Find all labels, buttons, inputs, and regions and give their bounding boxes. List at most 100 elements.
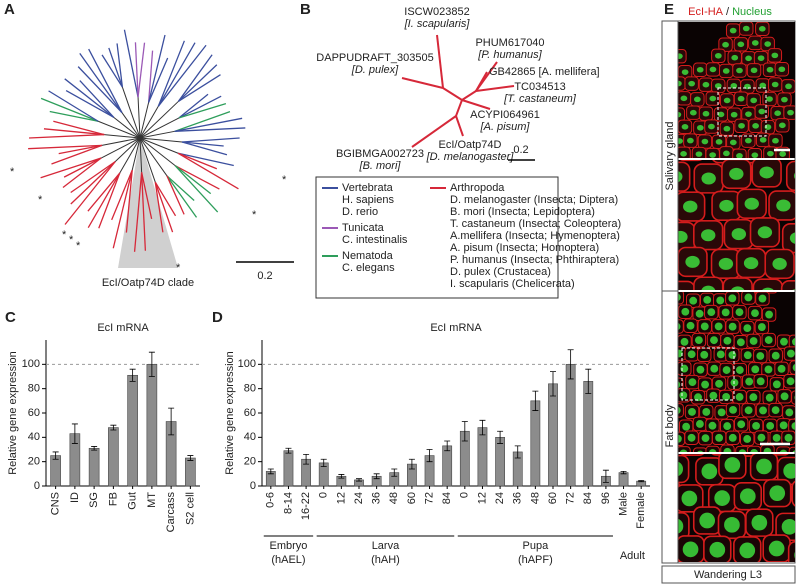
error-bar bbox=[303, 453, 310, 465]
nucleus bbox=[743, 435, 752, 443]
nucleus bbox=[766, 66, 774, 73]
nucleus bbox=[737, 95, 745, 102]
tree-leaf bbox=[88, 48, 123, 113]
tree-leaf bbox=[174, 165, 212, 195]
nucleus bbox=[678, 406, 681, 415]
error-bar bbox=[497, 430, 504, 444]
zoom-box bbox=[681, 347, 735, 401]
legend-species: C. intestinalis bbox=[342, 234, 408, 246]
nucleus bbox=[759, 406, 767, 415]
tree-branch bbox=[475, 71, 488, 92]
error-bar bbox=[602, 469, 609, 483]
tree-leaf bbox=[178, 95, 222, 119]
cell bbox=[678, 107, 686, 122]
nucleus bbox=[765, 393, 774, 402]
tree-branch bbox=[139, 117, 180, 139]
x-tick-label: 0 bbox=[459, 492, 471, 498]
x-tick-label: MT bbox=[146, 492, 158, 508]
nucleus bbox=[772, 257, 787, 270]
leaf-species: [A. pisum] bbox=[480, 121, 531, 133]
nucleus bbox=[750, 67, 758, 74]
x-tick-label: 60 bbox=[406, 492, 418, 504]
nucleus bbox=[793, 172, 795, 180]
nucleus bbox=[721, 308, 730, 317]
error-bar bbox=[514, 445, 521, 459]
cell bbox=[678, 403, 684, 418]
nucleus bbox=[768, 540, 785, 557]
nucleus bbox=[696, 124, 704, 131]
legend-box bbox=[315, 176, 559, 299]
leaf-id: EcI/Oatp74D bbox=[439, 139, 502, 151]
nucleus bbox=[728, 294, 737, 303]
x-tick-label: ID bbox=[69, 492, 81, 503]
nucleus bbox=[792, 450, 795, 452]
tree-branch bbox=[104, 134, 141, 139]
nucleus bbox=[771, 52, 779, 59]
x-tick-label: 72 bbox=[423, 492, 435, 504]
x-tick-label: 84 bbox=[441, 492, 453, 504]
nucleus bbox=[678, 461, 684, 477]
nucleus bbox=[745, 55, 752, 62]
tree-branch bbox=[411, 115, 457, 148]
tree-leaf bbox=[140, 172, 147, 251]
nucleus bbox=[758, 294, 767, 303]
nucleus bbox=[771, 406, 780, 415]
tree-branch bbox=[139, 137, 176, 167]
cell bbox=[722, 277, 753, 290]
nucleus bbox=[752, 123, 759, 129]
nucleus bbox=[751, 309, 759, 318]
nucleus bbox=[772, 137, 779, 144]
nucleus bbox=[678, 289, 682, 290]
nucleus bbox=[735, 308, 744, 317]
x-tick-label: 84 bbox=[582, 492, 594, 504]
tree-branch bbox=[139, 137, 168, 177]
error-bar bbox=[532, 390, 539, 411]
tree-leaf bbox=[177, 152, 239, 190]
tree-branch bbox=[436, 34, 444, 89]
cell bbox=[693, 276, 724, 290]
asterisk: * bbox=[62, 229, 67, 241]
group-unit: (hAPF) bbox=[518, 554, 553, 566]
tree-leaf bbox=[141, 172, 153, 220]
nucleus bbox=[744, 137, 752, 144]
tree-leaf bbox=[177, 54, 213, 102]
leaf-species: [B. mori] bbox=[359, 160, 402, 172]
tree-leaf bbox=[63, 157, 102, 178]
nucleus bbox=[714, 83, 722, 89]
nucleus bbox=[709, 95, 717, 102]
nucleus bbox=[786, 377, 795, 386]
tree-leaf bbox=[137, 42, 146, 98]
tree-leaf bbox=[29, 133, 105, 139]
nucleus bbox=[714, 322, 723, 331]
nucleus bbox=[709, 66, 717, 73]
nucleus bbox=[759, 137, 767, 143]
cell bbox=[796, 375, 800, 388]
nucleus bbox=[739, 488, 756, 505]
nucleus bbox=[723, 150, 730, 157]
tree-branch bbox=[139, 130, 175, 139]
x-tick-label: 48 bbox=[388, 492, 400, 504]
header-green: Nucleus bbox=[732, 6, 772, 18]
tree-leaf bbox=[70, 161, 116, 194]
nucleus bbox=[785, 408, 794, 417]
nucleus bbox=[728, 351, 737, 359]
panel-letter: B bbox=[300, 1, 311, 18]
nucleus bbox=[686, 321, 695, 330]
x-tick-label: 0-6 bbox=[265, 492, 277, 508]
error-bar bbox=[320, 458, 327, 467]
nucleus bbox=[679, 391, 688, 400]
tree-branch bbox=[461, 90, 477, 101]
tree-branch bbox=[100, 137, 141, 159]
legend-species: D. rerio bbox=[342, 206, 378, 218]
nucleus bbox=[767, 150, 774, 157]
tree-leaf bbox=[154, 182, 164, 233]
nucleus bbox=[723, 336, 732, 345]
group-label: Pupa bbox=[523, 540, 550, 552]
tree-branch bbox=[455, 99, 463, 117]
scale-label: 0.2 bbox=[513, 144, 528, 156]
nucleus bbox=[703, 295, 712, 304]
nucleus bbox=[731, 54, 739, 61]
bar bbox=[442, 445, 453, 487]
leaf-species: [T. castaneum] bbox=[503, 93, 577, 105]
x-tick-label: 16-22 bbox=[300, 492, 312, 520]
